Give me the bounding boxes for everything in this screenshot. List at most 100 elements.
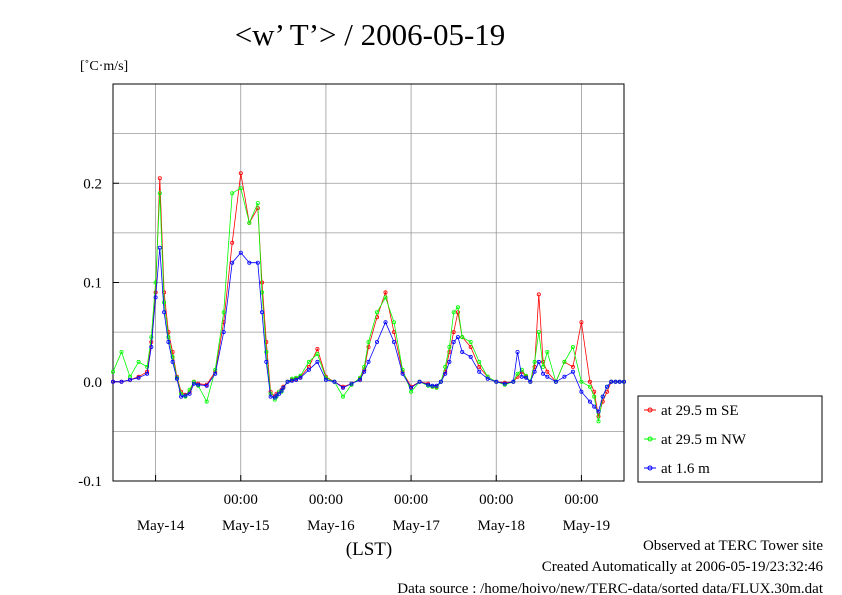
y-tick-label: -0.1: [78, 474, 102, 490]
x-day-label: May-19: [563, 518, 611, 534]
data-point: [119, 349, 124, 354]
data-point: [596, 414, 601, 419]
data-point: [545, 374, 550, 379]
data-point: [230, 191, 235, 196]
legend-entry: at 29.5 m SE: [661, 403, 739, 419]
data-point: [274, 393, 279, 398]
data-point: [259, 310, 264, 315]
data-point: [289, 378, 294, 383]
data-point: [332, 379, 337, 384]
data-point: [213, 371, 218, 376]
data-point: [477, 359, 482, 364]
data-point: [383, 320, 388, 325]
footer-observed: Observed at TERC Tower site: [643, 538, 823, 554]
data-point: [166, 335, 171, 340]
data-point: [528, 379, 533, 384]
series-line: [113, 247, 624, 413]
data-point: [592, 389, 597, 394]
data-point: [162, 310, 167, 315]
legend-entry: at 1.6 m: [661, 461, 710, 477]
data-point: [468, 344, 473, 349]
data-point: [494, 379, 499, 384]
data-point: [383, 295, 388, 300]
data-point: [455, 335, 460, 340]
data-point: [238, 171, 243, 176]
data-point: [605, 389, 610, 394]
data-point: [170, 359, 175, 364]
data-point: [362, 369, 367, 374]
x-ticks: 00:00 00:00 00:00 00:00 00:00 May-14 May-15 May…: [137, 475, 610, 534]
data-point: [451, 310, 456, 315]
data-point: [519, 374, 524, 379]
series-line: [113, 173, 624, 417]
x-time-label: 00:00: [224, 492, 258, 508]
y-ticks: -0.1 0.0 0.1 0.2: [78, 176, 119, 490]
x-time-label: 00:00: [394, 492, 428, 508]
data-point: [111, 369, 116, 374]
data-point: [340, 385, 345, 390]
x-time-label: 00:00: [309, 492, 343, 508]
data-point: [541, 364, 546, 369]
data-point: [485, 376, 490, 381]
series-2: [111, 186, 627, 424]
data-point: [515, 371, 520, 376]
series-1: [111, 171, 627, 419]
data-point: [587, 384, 592, 389]
legend-box: [637, 395, 823, 483]
data-point: [596, 409, 601, 414]
data-point: [570, 364, 575, 369]
data-point: [170, 354, 175, 359]
data-point: [400, 371, 405, 376]
data-point: [204, 399, 209, 404]
data-point: [247, 220, 252, 225]
x-day-label: May-17: [392, 518, 440, 534]
data-point: [247, 260, 252, 265]
data-point: [391, 339, 396, 344]
data-point: [605, 384, 610, 389]
data-point: [221, 330, 226, 335]
data-point: [191, 381, 196, 386]
data-point: [149, 344, 154, 349]
data-point: [298, 375, 303, 380]
data-point: [477, 364, 482, 369]
footer-created: Created Automatically at 2006-05-19/23:3…: [542, 559, 824, 575]
series-layer: [111, 171, 627, 424]
data-point: [587, 399, 592, 404]
data-point: [162, 300, 167, 305]
data-point: [315, 346, 320, 351]
data-point: [157, 191, 162, 196]
data-point: [579, 389, 584, 394]
data-point: [136, 375, 141, 380]
data-point: [340, 394, 345, 399]
data-point: [570, 344, 575, 349]
data-point: [409, 389, 414, 394]
data-point: [430, 383, 435, 388]
data-point: [447, 359, 452, 364]
data-point: [596, 419, 601, 424]
data-point: [221, 310, 226, 315]
legend-entry: at 29.5 m NW: [661, 432, 747, 448]
data-point: [166, 339, 171, 344]
data-point: [264, 359, 269, 364]
data-point: [268, 394, 273, 399]
data-point: [468, 339, 473, 344]
data-point: [119, 379, 124, 384]
y-tick-label: 0.2: [83, 176, 102, 192]
data-point: [179, 394, 184, 399]
data-point: [170, 349, 175, 354]
data-point: [502, 381, 507, 386]
data-point: [157, 245, 162, 250]
data-point: [579, 379, 584, 384]
data-point: [600, 394, 605, 399]
data-point: [455, 310, 460, 315]
x-time-label: 00:00: [564, 492, 598, 508]
data-point: [374, 339, 379, 344]
data-point: [383, 290, 388, 295]
data-point: [532, 364, 537, 369]
data-point: [455, 305, 460, 310]
x-day-label: May-15: [222, 518, 270, 534]
data-point: [536, 292, 541, 297]
data-point: [587, 379, 592, 384]
data-point: [157, 176, 162, 181]
data-point: [536, 330, 541, 335]
